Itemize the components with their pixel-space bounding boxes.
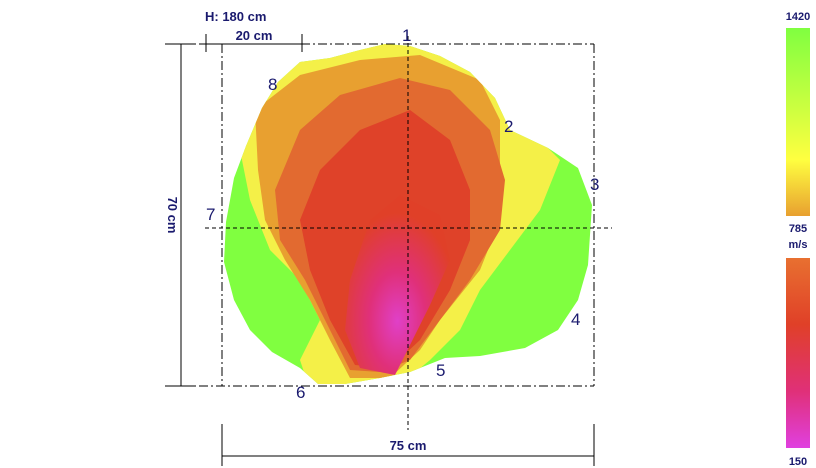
- sensor-point-3: 3: [590, 175, 599, 194]
- legend-min-label: 150: [789, 456, 807, 468]
- velocity-legend: 1420 785 m/s 150: [786, 11, 810, 468]
- horizontal-dimension-label: 75 cm: [390, 438, 427, 453]
- sensor-point-6: 6: [296, 383, 305, 402]
- legend-unit-label: m/s: [789, 239, 808, 251]
- legend-lower-bar: [786, 258, 810, 448]
- sensor-point-1: 1: [402, 26, 411, 45]
- scale-bar: [205, 34, 303, 52]
- scale-bar-label: 20 cm: [236, 28, 273, 43]
- sensor-point-5: 5: [436, 361, 445, 380]
- sensor-point-4: 4: [571, 310, 580, 329]
- sensor-point-7: 7: [206, 205, 215, 224]
- vertical-dimension: [168, 43, 196, 387]
- vertical-dimension-label: 70 cm: [165, 197, 180, 234]
- legend-max-label: 1420: [786, 11, 810, 23]
- horizontal-dimension: [221, 424, 595, 466]
- legend-mid-label: 785: [789, 223, 807, 235]
- center-crosshair: [205, 36, 612, 430]
- sensor-point-8: 8: [268, 75, 277, 94]
- tomogram-magenta-core: [345, 195, 450, 375]
- height-label: H: 180 cm: [205, 9, 266, 24]
- legend-upper-bar: [786, 28, 810, 216]
- sensor-point-2: 2: [504, 117, 513, 136]
